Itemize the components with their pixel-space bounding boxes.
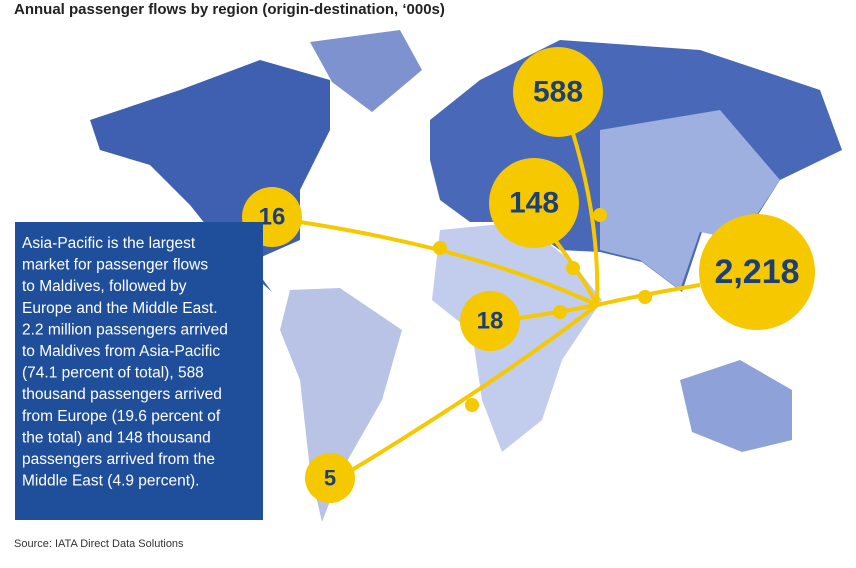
asia [600,110,780,290]
note-line: the total) and 148 thousand [22,429,211,446]
flow-line [350,303,599,472]
title: Annual passenger flows by region (origin… [14,1,445,18]
note-line: passengers arrived from the [22,451,215,468]
flow-line [299,220,598,307]
note-line: (74.1 percent of total), 588 [22,365,204,382]
note: Asia-Pacific is the largest market for pa… [22,235,228,490]
note-line: to Maldives, followed by [22,278,187,295]
bubble [513,47,603,137]
flow-line [570,129,600,306]
plane-icon [638,290,652,304]
australia [680,360,792,452]
bubble [699,214,815,330]
plane-icons [433,208,652,412]
bubble [489,158,579,248]
plane-icon [566,261,580,275]
note-line: market for passenger flows [22,257,208,274]
note-line: Middle East (4.9 percent). [22,473,199,490]
note-line: 2.2 million passengers arrived [22,321,228,338]
note-line: thousand passengers arrived [22,386,222,403]
note-box [15,222,263,520]
bubble-label: 148 [509,187,559,220]
bubble-label: 18 [477,308,504,335]
plane-icon [553,305,567,319]
bubble-label: 5 [324,466,336,491]
bubble-label: 588 [533,76,583,109]
bubble [305,453,355,503]
africa [432,222,602,452]
plane-icon [593,208,607,222]
flow-line [553,238,599,306]
greenland [310,30,422,112]
note-line: Asia-Pacific is the largest [22,235,196,252]
bubble-label: 2,218 [714,253,799,291]
plane-icon [465,398,479,412]
note-line: to Maldives from Asia-Pacific [22,343,220,360]
bubble-label: 16 [259,204,286,231]
flow-lines [299,129,701,472]
note-line: Europe and the Middle East. [22,300,218,317]
bubbles: 588 148 16 2,218 18 5 [242,47,815,503]
note-line: from Europe (19.6 percent of [22,408,221,425]
source: Source: IATA Direct Data Solutions [14,538,184,550]
plane-icon [433,241,447,255]
bubble [460,291,520,351]
